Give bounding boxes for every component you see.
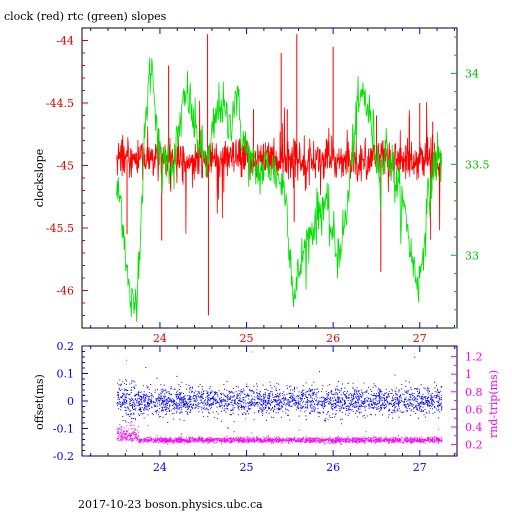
- top-x-tick-label: 27: [413, 332, 427, 345]
- bottom-right-tick-label: 0.6: [465, 403, 483, 416]
- bottom-right-tick-label: 0.2: [465, 439, 483, 452]
- bottom-panel: 24 25 26 27 0.2 0.1 0 -0.1 -0.2 1.2 1 0.8 0.6 0.4 0.…: [33, 340, 500, 474]
- bottom-left-axis: 0.2 0.1 0 -0.1 -0.2: [53, 340, 88, 463]
- footer-text: 2017-10-23 boson.physics.ubc.ca: [78, 498, 263, 511]
- clock-line: [116, 100, 442, 240]
- rndtrip-series: [116, 351, 443, 445]
- bottom-left-tick-label: 0: [67, 395, 74, 408]
- bottom-left-tick-label: 0.2: [57, 340, 75, 353]
- top-right-tick-label: 33: [465, 249, 479, 262]
- top-left-tick-label: -44.5: [46, 97, 74, 110]
- top-y-axis-label: clockslope: [33, 149, 46, 207]
- top-x-tick-label: 26: [326, 332, 340, 345]
- bottom-x-tick-label: 24: [153, 461, 167, 474]
- top-left-axis: -44 -44.5 -45 -45.5 -46: [46, 35, 88, 316]
- offset-points: [116, 356, 443, 457]
- bottom-x-tick-label: 25: [240, 461, 254, 474]
- bottom-left-tick-label: 0.1: [57, 368, 75, 381]
- top-left-tick-label: -46: [56, 285, 74, 298]
- top-left-tick-label: -45.5: [46, 222, 74, 235]
- rndtrip-points: [116, 351, 443, 445]
- bottom-x-tick-label: 27: [413, 461, 427, 474]
- bottom-right-tick-label: 0.8: [465, 386, 483, 399]
- rtc-series: [116, 57, 442, 322]
- top-left-tick-label: -44: [56, 35, 74, 48]
- top-right-tick-label: 33.5: [465, 158, 490, 171]
- chart-title: clock (red) rtc (green) slopes: [4, 10, 167, 23]
- bottom-y-axis-label-left: offset(ms): [33, 374, 46, 430]
- top-left-tick-label: -45: [56, 160, 74, 173]
- top-right-axis: 34 33.5 33: [451, 36, 490, 329]
- top-x-tick-label: 25: [240, 332, 254, 345]
- bottom-right-tick-label: 1.2: [465, 351, 483, 364]
- top-x-axis: 24 25 26 27: [90, 28, 455, 345]
- bottom-right-tick-label: 1: [465, 368, 472, 381]
- clock-series: [116, 34, 442, 316]
- top-right-tick-label: 34: [465, 67, 479, 80]
- offset-series: [116, 356, 443, 457]
- bottom-right-tick-label: 0.4: [465, 421, 483, 434]
- rtc-line: [116, 57, 442, 322]
- bottom-right-axis: 1.2 1 0.8 0.6 0.4 0.2: [451, 347, 483, 454]
- bottom-y-axis-label-right: rnd-trip(ms): [487, 370, 500, 438]
- bottom-x-tick-label: 26: [326, 461, 340, 474]
- top-x-tick-label: 24: [153, 332, 167, 345]
- bottom-x-axis: 24 25 26 27: [90, 346, 455, 474]
- bottom-left-tick-label: -0.2: [53, 450, 74, 463]
- top-panel: 24 25 26 27 -44 -44.5 -45 -45.5 -46 34 33.5 33 cl…: [33, 27, 490, 345]
- bottom-left-tick-label: -0.1: [53, 423, 74, 436]
